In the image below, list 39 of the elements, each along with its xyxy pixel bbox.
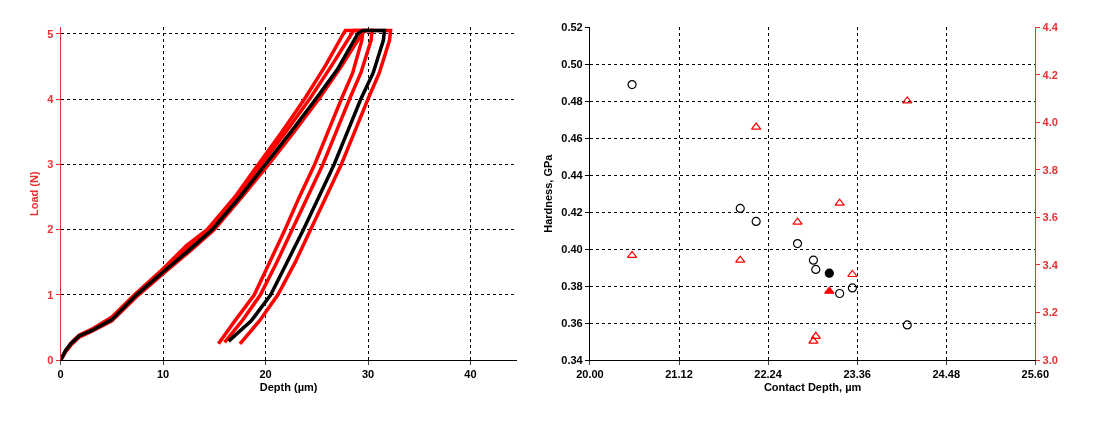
y-tick-label: 0.46 <box>561 132 583 145</box>
y2-tick-label: 4.0 <box>1042 116 1058 129</box>
y-tick-label: 5 <box>47 27 54 40</box>
x-tick-label: 40 <box>464 368 477 381</box>
y-tick-label: 0 <box>47 353 54 366</box>
x-axis-title: Contact Depth, µm <box>763 381 862 394</box>
y2-tick-label: 4.4 <box>1042 21 1059 34</box>
y-tick-label: 3 <box>47 158 54 171</box>
y2-tick-label: 3.2 <box>1042 306 1058 319</box>
y-tick-label: 0.44 <box>561 169 584 182</box>
x-tick-label: 20 <box>259 368 272 381</box>
y-tick-label: 2 <box>47 223 54 236</box>
y-tick-label: 0.50 <box>561 58 583 71</box>
x-axis-title: Depth (µm) <box>259 381 318 394</box>
x-tick-label: 0 <box>57 368 64 381</box>
y-tick-label: 0.40 <box>561 242 583 255</box>
y-tick-label: 0.48 <box>561 95 583 108</box>
y-tick-label: 0.38 <box>561 279 583 292</box>
y-axis-title: Hardness, GPa <box>541 153 554 233</box>
y2-tick-label: 3.6 <box>1042 211 1058 224</box>
y-tick-label: 0.42 <box>561 205 583 218</box>
y2-tick-label: 3.4 <box>1042 258 1059 271</box>
x-tick-label: 25.60 <box>1021 368 1050 381</box>
y2-tick-label: 3.0 <box>1042 353 1058 366</box>
y2-tick-label: 4.2 <box>1042 68 1058 81</box>
y-tick-label: 4 <box>47 92 55 105</box>
x-tick-label: 23.36 <box>843 368 871 381</box>
x-tick-label: 22.24 <box>754 368 783 381</box>
x-tick-label: 24.48 <box>932 368 961 381</box>
y-tick-label: 0.36 <box>561 316 583 329</box>
y-axis-title: Load (N) <box>28 171 41 216</box>
y2-tick-label: 3.8 <box>1042 163 1058 176</box>
y-tick-label: 0.52 <box>561 21 583 34</box>
y-tick-label: 0.34 <box>561 353 584 366</box>
x-tick-label: 30 <box>361 368 375 381</box>
x-tick-label: 20.00 <box>576 368 604 381</box>
x-tick-label: 10 <box>156 368 170 381</box>
y-tick-label: 1 <box>47 288 54 301</box>
x-tick-label: 21.12 <box>665 368 693 381</box>
